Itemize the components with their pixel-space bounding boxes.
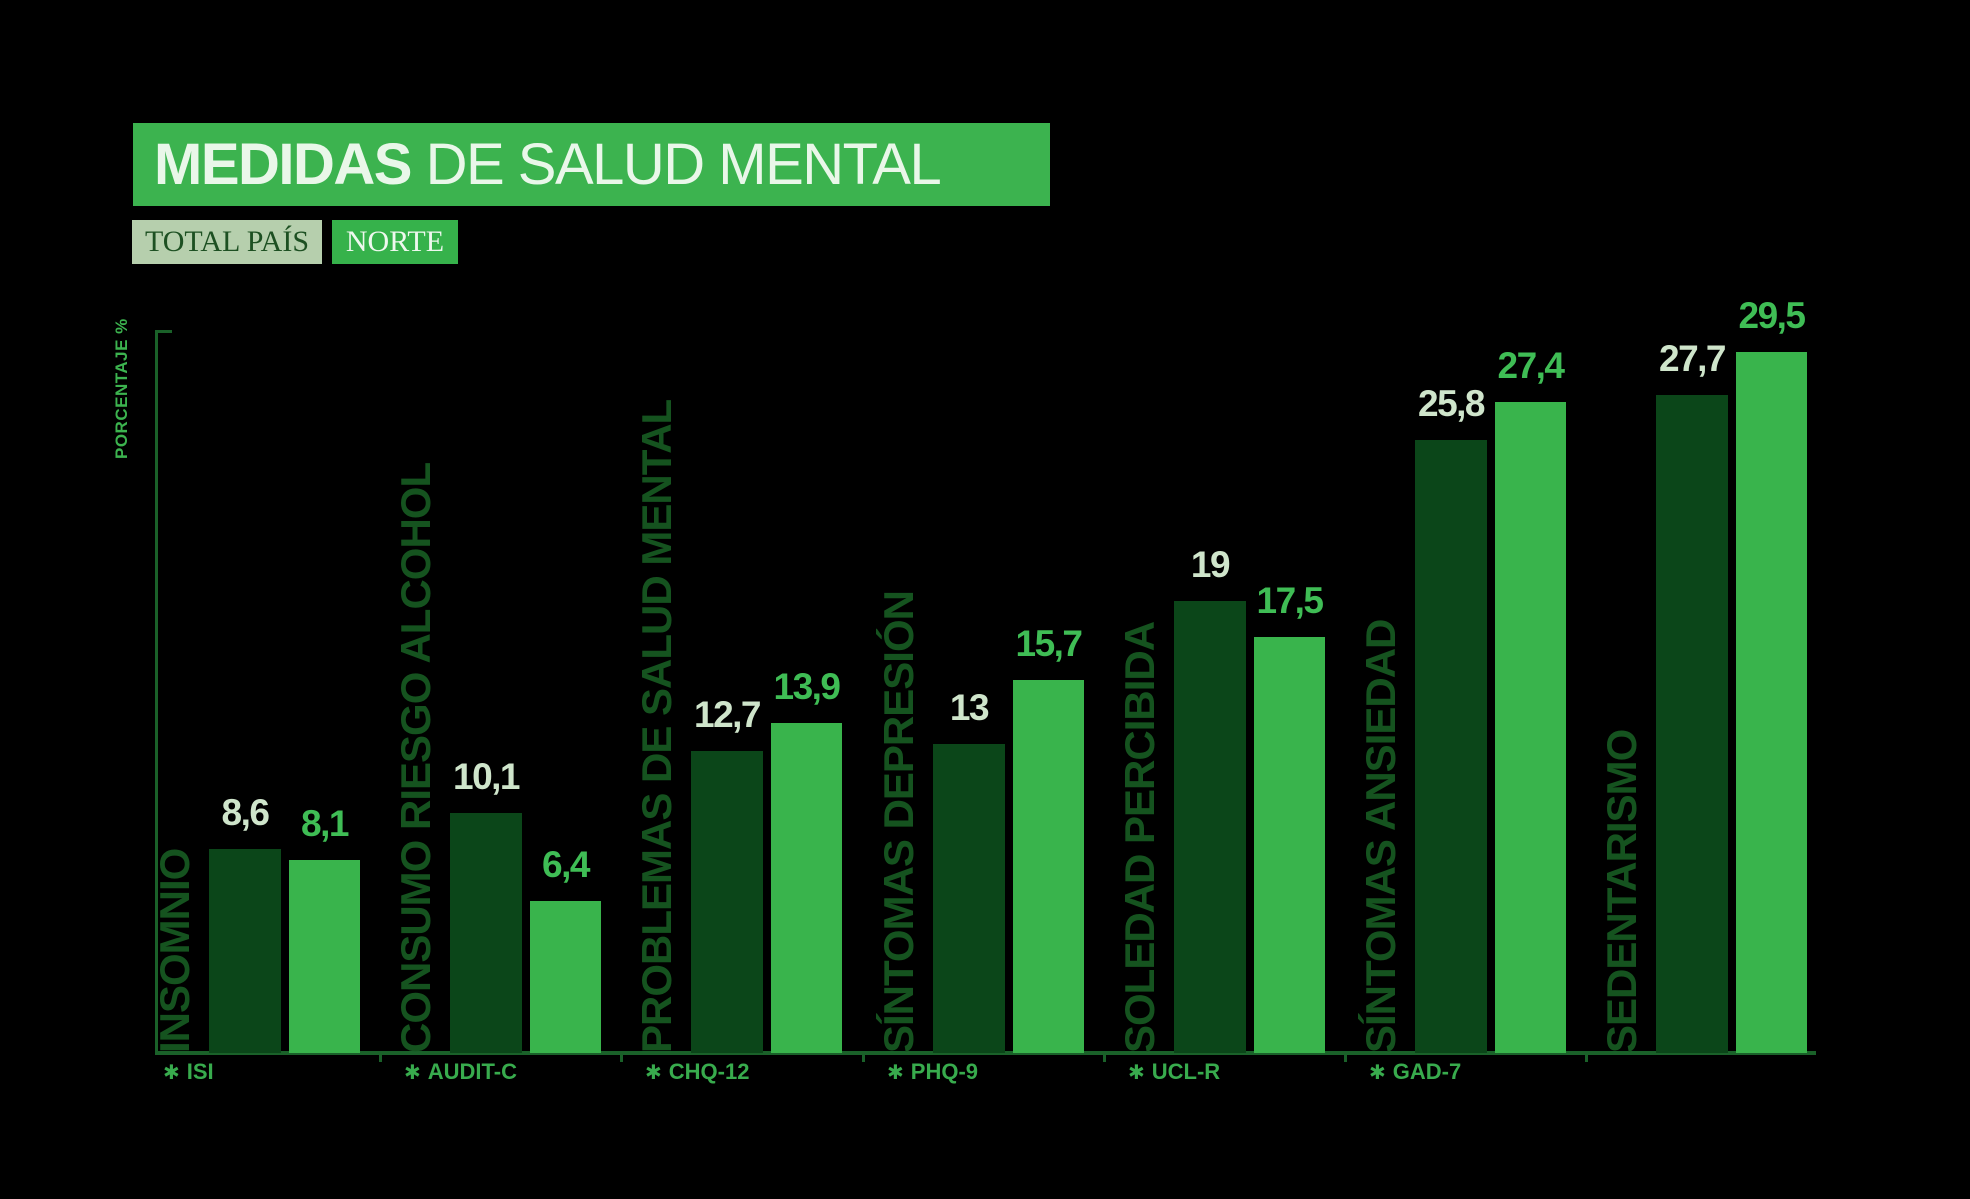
footnote-star-icon: ✱ — [1369, 1062, 1386, 1084]
footnote-code: UCL-R — [1151, 1059, 1221, 1084]
axis-group-tick — [379, 1051, 382, 1062]
bar-norte — [1254, 637, 1325, 1053]
category-label: SEDENTARISMO — [1598, 729, 1645, 1053]
footnote-code: GAD-7 — [1392, 1059, 1462, 1084]
legend-norte[interactable]: NORTE — [332, 220, 458, 264]
bar-value-label: 13,9 — [773, 666, 841, 707]
bar-value-label: 15,7 — [1015, 623, 1083, 664]
bar-total-pais — [209, 849, 281, 1053]
axis-group-tick — [862, 1051, 865, 1062]
bar-value-label: 12,7 — [693, 694, 762, 735]
bar-total-pais — [1174, 601, 1246, 1053]
bar-value-label: 8,1 — [301, 803, 349, 844]
footnote-code: CHQ-12 — [668, 1059, 750, 1084]
x-axis-line — [155, 1051, 1816, 1055]
bar-value-label: 6,4 — [542, 844, 590, 885]
bar-value-label: 19 — [1190, 544, 1231, 585]
y-axis-top-tick — [155, 330, 172, 333]
category-label: SÍNTOMAS ANSIEDAD — [1357, 619, 1404, 1053]
title-bold-text: MEDIDAS — [154, 132, 412, 197]
footnote-code: ISI — [186, 1059, 214, 1084]
bar-value-label: 27,7 — [1658, 338, 1727, 379]
bar-norte — [530, 901, 601, 1053]
bar-total-pais — [1415, 440, 1487, 1053]
legend-norte-label: NORTE — [345, 225, 445, 258]
footnote: ✱ ISI — [163, 1059, 214, 1085]
footnote-code: PHQ-9 — [910, 1059, 979, 1084]
footnote-star-icon: ✱ — [1128, 1062, 1145, 1084]
category-label: PROBLEMAS DE SALUD MENTAL — [633, 399, 680, 1053]
footnote: ✱ UCL-R — [1128, 1059, 1220, 1085]
footnote: ✱ GAD-7 — [1369, 1059, 1461, 1085]
bar-total-pais — [1656, 395, 1728, 1053]
bar-total-pais — [450, 813, 522, 1053]
bar-value-label: 17,5 — [1256, 580, 1324, 621]
axis-group-tick — [620, 1051, 623, 1062]
category-label: SOLEDAD PERCIBIDA — [1116, 621, 1163, 1053]
bar-norte — [289, 860, 360, 1053]
bar-value-label: 27,4 — [1497, 345, 1565, 386]
axis-group-tick — [1103, 1051, 1106, 1062]
footnote-star-icon: ✱ — [163, 1062, 180, 1084]
footnote: ✱ AUDIT-C — [404, 1059, 517, 1085]
category-label: SÍNTOMAS DEPRESIÓN — [875, 591, 922, 1053]
bar-norte — [1013, 680, 1084, 1053]
bar-value-label: 29,5 — [1738, 295, 1806, 336]
bar-value-label: 25,8 — [1417, 383, 1486, 424]
footnote: ✱ PHQ-9 — [887, 1059, 978, 1085]
bar-norte — [1736, 352, 1807, 1053]
footnote: ✱ CHQ-12 — [645, 1059, 749, 1085]
footnote-star-icon: ✱ — [645, 1062, 662, 1084]
bar-value-label: 13 — [949, 687, 990, 728]
legend-total-pais-label: TOTAL PAÍS — [144, 225, 310, 258]
bar-value-label: 10,1 — [452, 756, 521, 797]
legend-total-pais[interactable]: TOTAL PAÍS — [132, 220, 322, 264]
category-label: INSOMNIO — [151, 848, 198, 1053]
title-banner: MEDIDAS DE SALUD MENTAL — [133, 123, 1050, 206]
footnote-star-icon: ✱ — [887, 1062, 904, 1084]
footnote-star-icon: ✱ — [404, 1062, 421, 1084]
footnote-code: AUDIT-C — [427, 1059, 517, 1084]
bar-norte — [1495, 402, 1566, 1053]
y-axis-line — [155, 330, 158, 1053]
y-axis-label: PORCENTAJE % — [112, 318, 131, 459]
bar-norte — [771, 723, 842, 1053]
bar-total-pais — [691, 751, 763, 1053]
category-label: CONSUMO RIESGO ALCOHOL — [392, 462, 439, 1053]
bar-total-pais — [933, 744, 1005, 1053]
bar-value-label: 8,6 — [221, 792, 270, 833]
title-rest-text: DE SALUD MENTAL — [410, 132, 942, 197]
axis-group-tick — [1585, 1051, 1588, 1062]
axis-group-tick — [1344, 1051, 1347, 1062]
